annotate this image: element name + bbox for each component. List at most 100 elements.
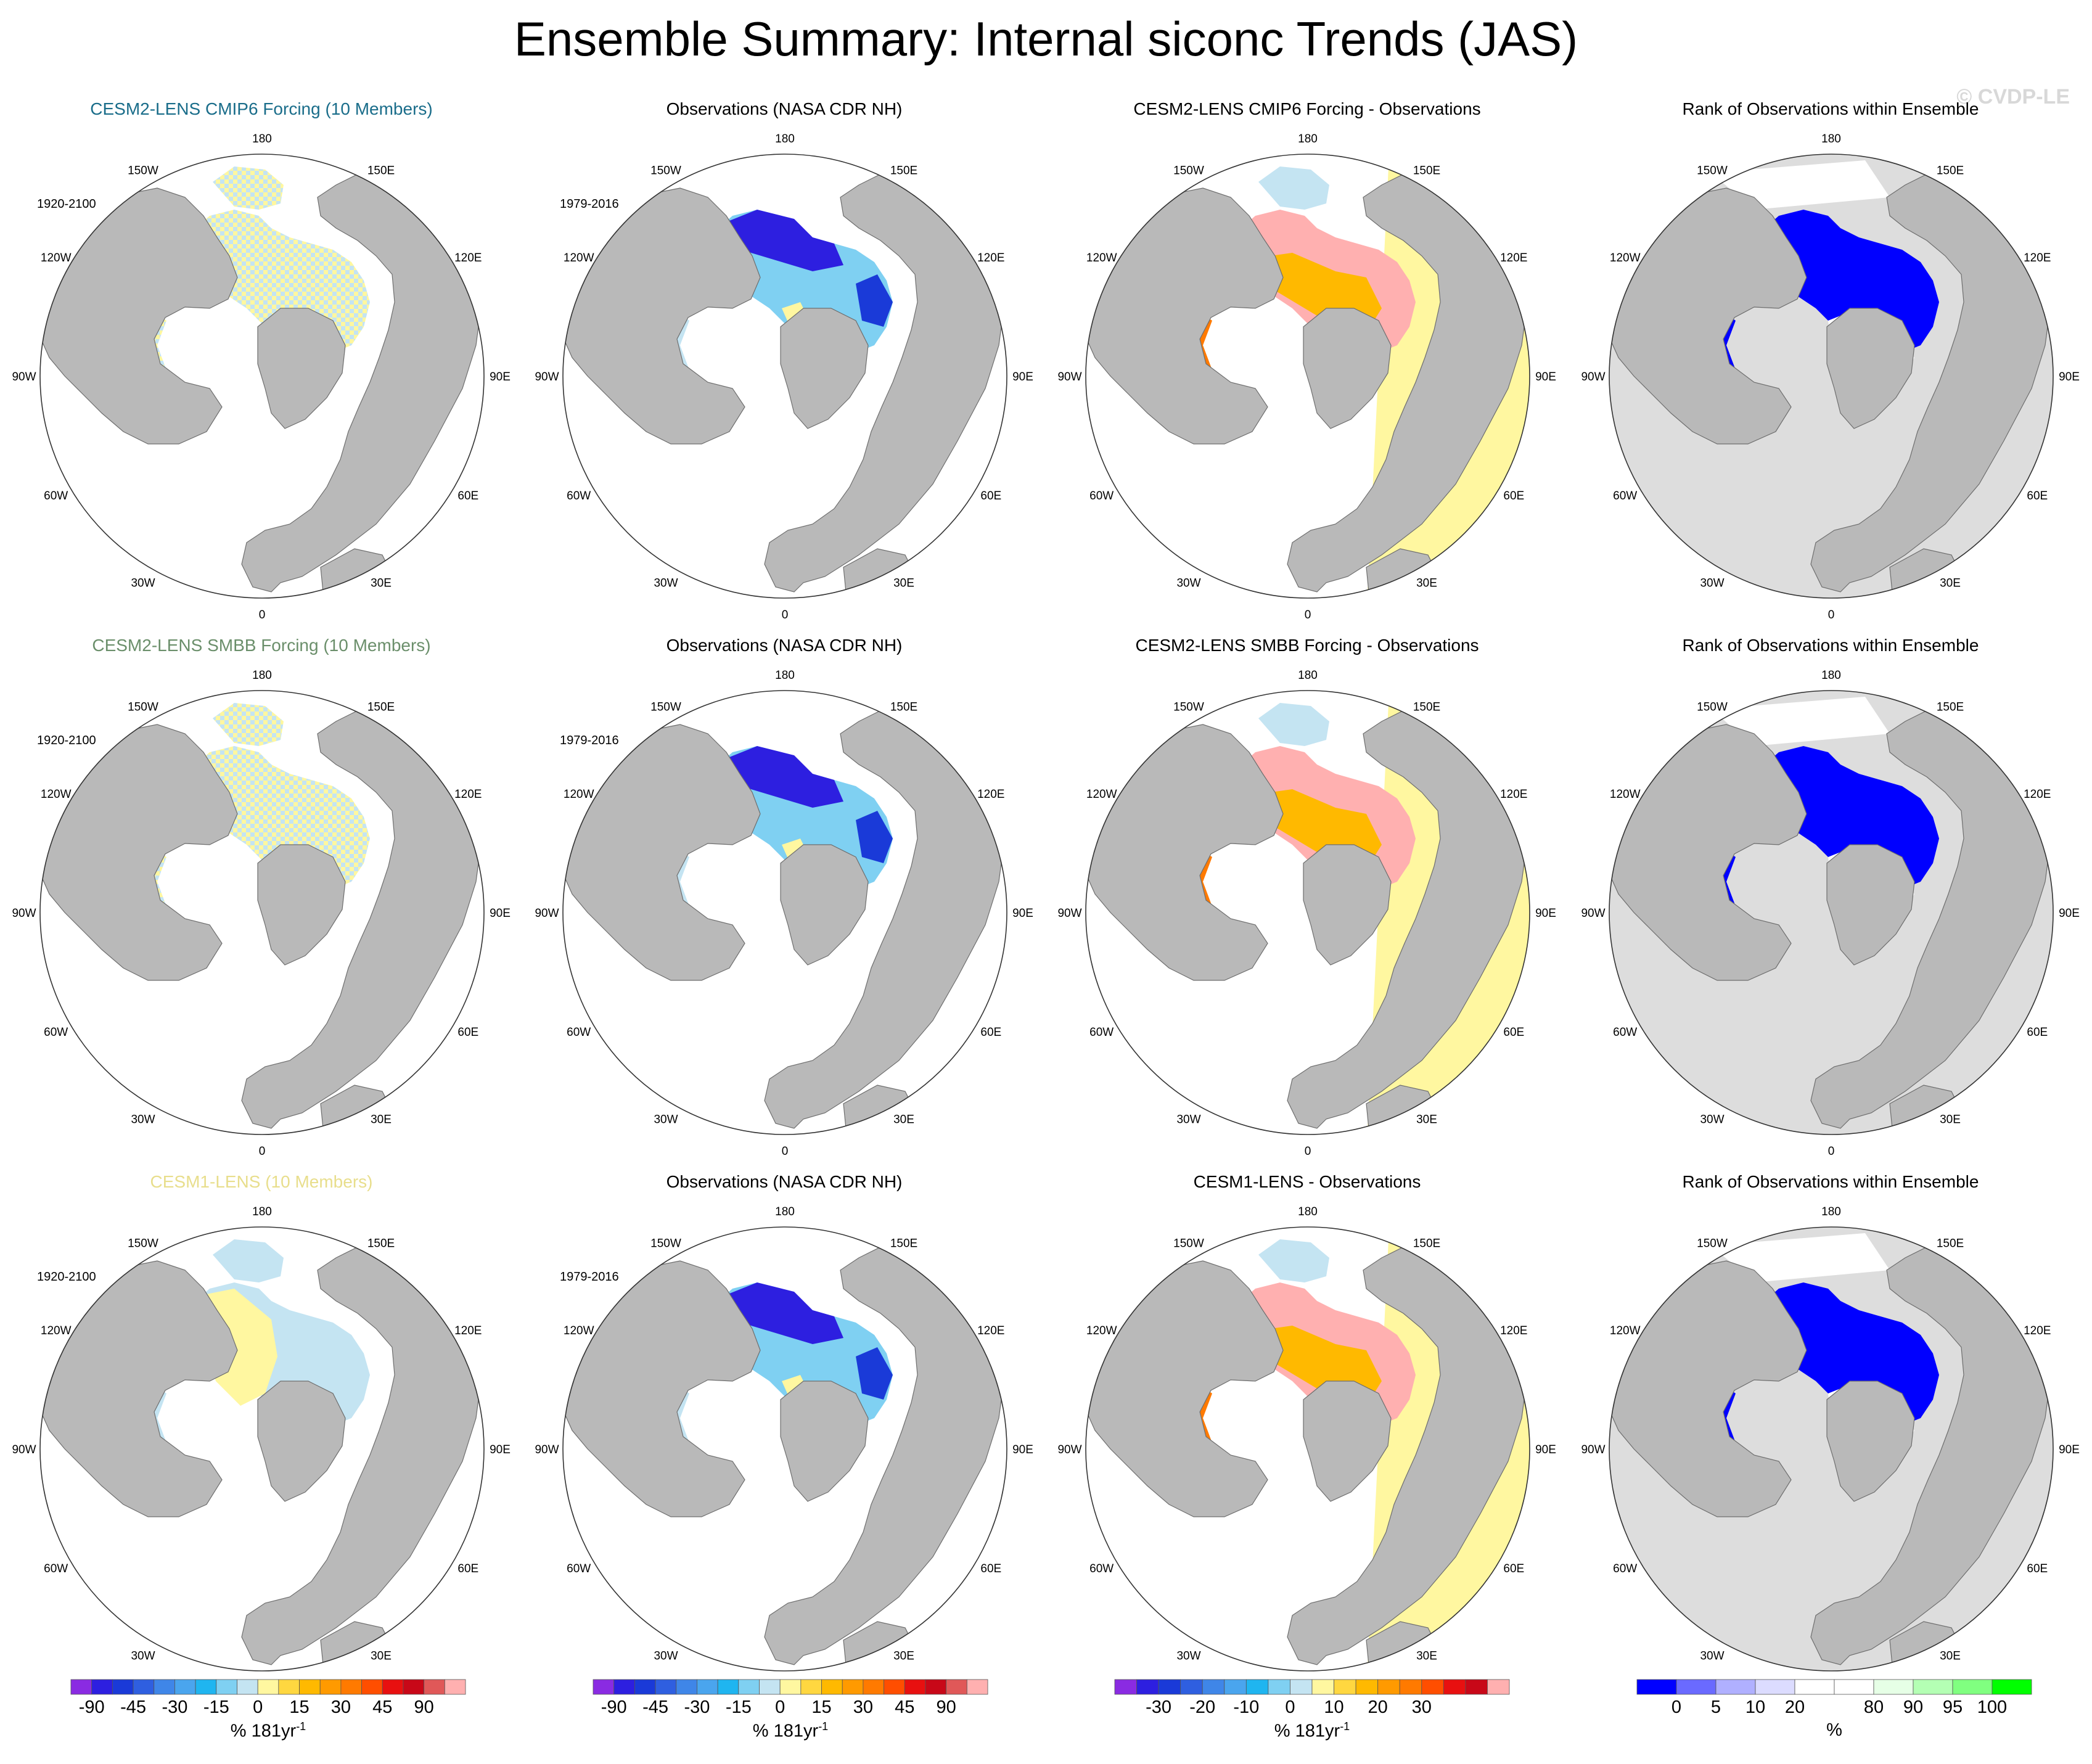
- lon-label-120e: 120E: [2024, 1324, 2051, 1337]
- lon-label-120e: 120E: [454, 1324, 482, 1337]
- land-eurasia: [764, 1229, 1004, 1665]
- lon-label-120w: 120W: [1086, 1324, 1117, 1337]
- lon-label-150w: 150W: [1173, 1237, 1204, 1250]
- land-greenland: [1826, 308, 1915, 429]
- lon-label-150e: 150E: [890, 1237, 917, 1250]
- lon-label-60w: 60W: [1613, 490, 1637, 503]
- lon-label-180: 180: [1821, 669, 1841, 682]
- lon-label-0: 0: [782, 609, 789, 622]
- ice-trend-region: [726, 210, 843, 271]
- lon-label-180: 180: [252, 669, 272, 682]
- colorbar-tick-label: 0: [253, 1697, 263, 1717]
- land-greenland: [1826, 1380, 1915, 1502]
- period-label: 1979-2016: [560, 197, 619, 211]
- land-greenland: [1303, 844, 1392, 966]
- lon-label-30w: 30W: [654, 1649, 678, 1662]
- ice-trend-region: [1258, 703, 1329, 746]
- watermark: © CVDP-LE: [1956, 85, 2070, 109]
- land-eurasia: [1287, 693, 1527, 1129]
- lon-label-0: 0: [1305, 1145, 1311, 1158]
- panel-title: CESM1-LENS - Observations: [1193, 1172, 1421, 1191]
- lon-label-120w: 120W: [41, 252, 72, 265]
- lon-label-30e: 30E: [893, 1649, 914, 1662]
- land-greenland: [257, 844, 346, 966]
- map-border: [562, 154, 1007, 599]
- lon-label-180: 180: [1298, 1205, 1318, 1218]
- colorbar-tick-label: 30: [853, 1697, 873, 1717]
- ice-trend-region: [213, 1239, 284, 1282]
- lon-label-150w: 150W: [650, 1237, 681, 1250]
- ice-trend-region: [1258, 1239, 1329, 1282]
- lon-label-0: 0: [782, 1145, 789, 1158]
- colorbar-box: [1992, 1679, 2032, 1695]
- rank-region: [1711, 697, 1890, 746]
- colorbar-box: [1224, 1679, 1247, 1695]
- colorbar-tick-label: -15: [203, 1697, 229, 1717]
- lon-label-60e: 60E: [980, 1562, 1001, 1575]
- lon-label-30w: 30W: [131, 1113, 155, 1126]
- lon-label-120w: 120W: [564, 788, 594, 801]
- panel-title: Rank of Observations within Ensemble: [1682, 1172, 1979, 1191]
- lon-label-90w: 90W: [535, 1443, 559, 1456]
- lon-label-90w: 90W: [1581, 371, 1605, 384]
- colorbar-tick-label: -10: [1233, 1697, 1259, 1717]
- lon-label-150w: 150W: [128, 701, 158, 714]
- colorbar-box: [1794, 1679, 1835, 1695]
- colorbar-box: [655, 1679, 677, 1695]
- lon-label-150w: 150W: [650, 165, 681, 178]
- lon-label-60e: 60E: [457, 1026, 478, 1039]
- colorbar-box: [1676, 1679, 1717, 1695]
- lon-label-90w: 90W: [12, 907, 36, 920]
- lon-label-60e: 60E: [2027, 1026, 2048, 1039]
- lon-label-150w: 150W: [128, 165, 158, 178]
- colorbar-box: [1421, 1679, 1444, 1695]
- lon-label-30e: 30E: [1940, 1649, 1961, 1662]
- colorbar-box: [821, 1679, 843, 1695]
- colorbar-box: [1873, 1679, 1914, 1695]
- lon-label-180: 180: [1298, 133, 1318, 146]
- lon-label-150e: 150E: [1937, 1237, 1964, 1250]
- lon-label-120w: 120W: [1610, 788, 1641, 801]
- ice-trend-region: [856, 811, 893, 863]
- colorbar-tick-label: 95: [1943, 1697, 1963, 1717]
- lon-label-180: 180: [775, 133, 795, 146]
- land-eurasia: [764, 693, 1004, 1129]
- colorbar-box: [697, 1679, 718, 1695]
- colorbar-tick-label: 20: [1785, 1697, 1805, 1717]
- ice-trend-region: [726, 746, 843, 808]
- colorbar-tick-label: 5: [1711, 1697, 1721, 1717]
- colorbar-box: [133, 1679, 155, 1695]
- colorbar-box: [1443, 1679, 1466, 1695]
- lon-label-90w: 90W: [1057, 1443, 1081, 1456]
- lon-label-30w: 30W: [1700, 1113, 1724, 1126]
- land-eurasia: [241, 1229, 482, 1665]
- colorbar-box: [1268, 1679, 1290, 1695]
- colorbar-tick-label: 45: [895, 1697, 914, 1717]
- land-eurasia: [1810, 157, 2051, 593]
- colorbar-box: [237, 1679, 258, 1695]
- colorbar-rank: 0 5 10 20 80 90 95 100: [1636, 1679, 2032, 1717]
- ice-trend-region: [856, 274, 893, 327]
- ice-trend-region: [213, 166, 284, 210]
- land-namerica: [563, 1260, 761, 1517]
- lon-label-30w: 30W: [1176, 1649, 1200, 1662]
- lon-label-90w: 90W: [1581, 1443, 1605, 1456]
- lon-label-120w: 120W: [1086, 788, 1117, 801]
- map-border: [1609, 690, 2054, 1135]
- lon-label-90e: 90E: [1012, 371, 1033, 384]
- colorbar-box: [676, 1679, 697, 1695]
- lon-label-90e: 90E: [1535, 1443, 1556, 1456]
- lon-label-120w: 120W: [1610, 1324, 1641, 1337]
- colorbar-box: [593, 1679, 615, 1695]
- lon-label-60w: 60W: [1089, 490, 1114, 503]
- lon-label-30w: 30W: [654, 576, 678, 589]
- lon-label-90e: 90E: [2059, 907, 2080, 920]
- map-panel: Observations (NASA CDR NH) 180 150E 120E 90E…: [523, 99, 1046, 634]
- colorbar-box: [904, 1679, 926, 1695]
- lon-label-150w: 150W: [1697, 165, 1728, 178]
- colorbar-tick-label: 15: [289, 1697, 309, 1717]
- colorbar-tick-label: -20: [1189, 1697, 1215, 1717]
- lon-label-90w: 90W: [1581, 907, 1605, 920]
